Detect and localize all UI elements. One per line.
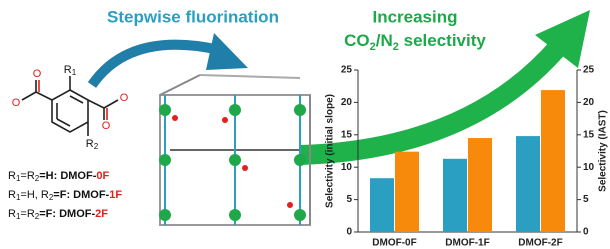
y-axis-label: Selectivity (initial slope) bbox=[325, 94, 336, 208]
arrow-head bbox=[206, 33, 248, 70]
text-part: 2F bbox=[95, 208, 108, 220]
bar bbox=[541, 90, 565, 232]
graphic-abstract: Stepwise fluorination Increasing CO2/N2 … bbox=[0, 0, 610, 249]
text-part: =R bbox=[20, 208, 34, 220]
atom-label: O bbox=[120, 92, 129, 104]
bar bbox=[370, 178, 394, 232]
y2-tick-label: 5 bbox=[583, 194, 589, 205]
text-part: R bbox=[8, 189, 16, 201]
x-tick-label: DMOF-1F bbox=[445, 238, 489, 249]
bar bbox=[395, 152, 419, 232]
text-part: =H: DMOF- bbox=[39, 170, 96, 182]
arrow bbox=[92, 45, 220, 85]
bar bbox=[443, 159, 467, 232]
y2-tick-label: 0 bbox=[583, 227, 589, 238]
variant-label: R1=H, R2=F: DMOF-1F bbox=[8, 189, 122, 202]
crystal-nodes bbox=[159, 104, 306, 221]
y2-tick-label: 20 bbox=[583, 97, 595, 108]
text-part: 0F bbox=[96, 170, 109, 182]
atom-label: O bbox=[33, 68, 42, 80]
atom-label: R1 bbox=[64, 64, 77, 77]
arrow-label: Increasing bbox=[372, 7, 457, 26]
y-tick-label: 10 bbox=[341, 162, 353, 173]
atom-label: O bbox=[102, 120, 111, 132]
text-part: 1F bbox=[109, 189, 122, 201]
text-part: =F: DMOF- bbox=[53, 189, 109, 201]
x-tick-label: DMOF-2F bbox=[518, 238, 562, 249]
text-part: R bbox=[8, 170, 16, 182]
bar bbox=[516, 136, 540, 232]
text-part: =H, R bbox=[20, 189, 48, 201]
y-tick-label: 0 bbox=[346, 227, 352, 238]
atom-label: R2 bbox=[86, 138, 99, 151]
variant-list: R1=R2=H: DMOF-0F R1=H, R2=F: DMOF-1F R1=R2… bbox=[8, 170, 122, 221]
y2-tick-label: 25 bbox=[583, 65, 595, 76]
y-tick-label: 5 bbox=[346, 194, 352, 205]
crystal-structure bbox=[160, 75, 310, 225]
y-tick-label: 25 bbox=[341, 65, 353, 76]
text-part: R bbox=[8, 208, 16, 220]
text-part: =F: DMOF- bbox=[39, 208, 95, 220]
y2-tick-label: 10 bbox=[583, 162, 595, 173]
y2-axis-label: Selectivity (IAST) bbox=[598, 110, 609, 192]
y-tick-label: 20 bbox=[341, 97, 353, 108]
y2-tick-label: 15 bbox=[583, 129, 595, 140]
x-tick-label: DMOF-0F bbox=[372, 238, 416, 249]
bar bbox=[468, 138, 492, 232]
variant-label: R1=R2=H: DMOF-0F bbox=[8, 170, 109, 183]
atom-label: O bbox=[12, 97, 21, 109]
title: Stepwise fluorination bbox=[107, 7, 279, 26]
y-tick-label: 15 bbox=[341, 129, 353, 140]
text-part: =R bbox=[20, 170, 34, 182]
variant-label: R1=R2=F: DMOF-2F bbox=[8, 208, 108, 221]
arrow-label: CO2/N2 selectivity bbox=[344, 31, 486, 52]
